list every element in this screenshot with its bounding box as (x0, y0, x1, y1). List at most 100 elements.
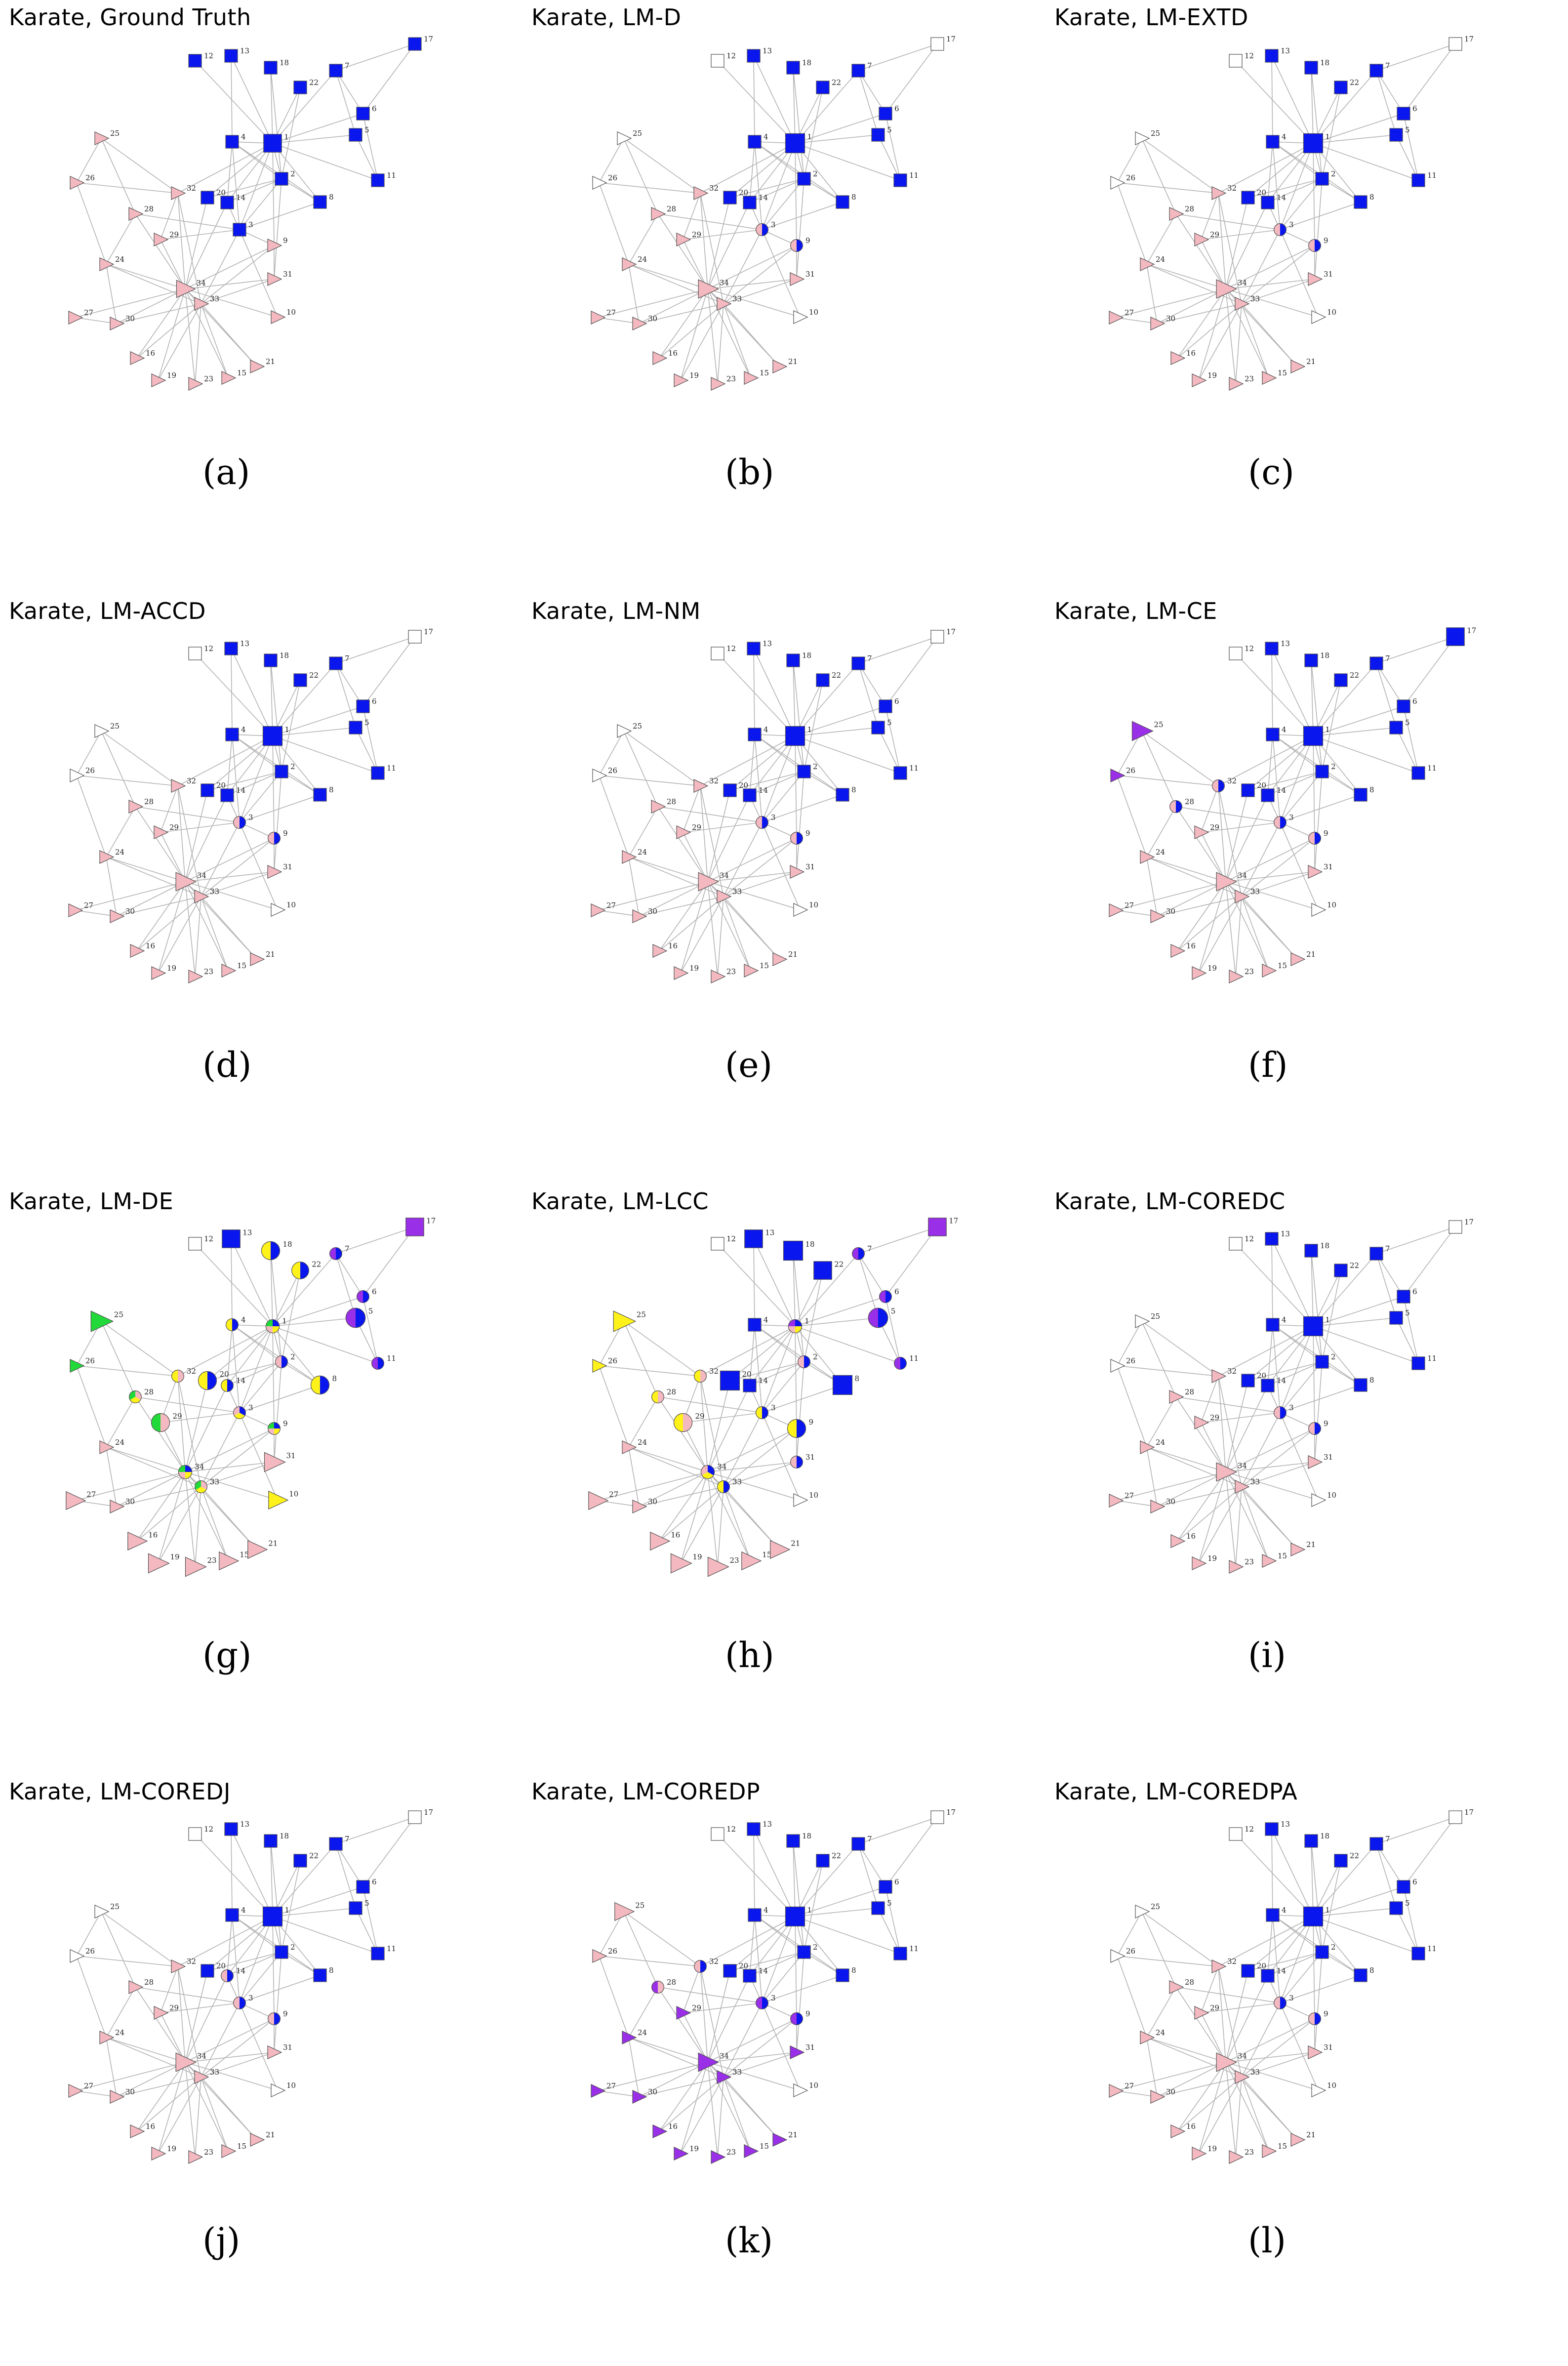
edge-16-33 (1177, 896, 1242, 951)
node-13-square (1265, 49, 1279, 63)
edge-1-13 (1271, 648, 1314, 736)
edge-24-30 (106, 857, 117, 917)
node-30-triangle (1150, 317, 1166, 330)
edge-6-7 (1376, 1843, 1404, 1887)
node-label: 29 (692, 823, 701, 832)
node-label: 30 (1166, 907, 1175, 916)
edge-15-34 (1225, 881, 1269, 971)
node-label: 21 (268, 1539, 278, 1548)
edge-2-22 (281, 680, 301, 772)
node-23-triangle (188, 377, 203, 391)
edge-9-34 (1225, 838, 1315, 882)
node-22-square (816, 1854, 830, 1868)
panel-label: (g) (202, 1635, 252, 1675)
edge-2-20 (207, 1361, 282, 1381)
edge-14-34 (707, 1975, 750, 2063)
edge-26-32 (599, 1365, 701, 1377)
node-label: 5 (364, 1899, 369, 1908)
node-label: 15 (237, 2142, 246, 2151)
node-3-outline (1274, 1406, 1287, 1419)
edges (75, 1817, 415, 2158)
node-34-triangle (698, 279, 720, 299)
edge-1-14 (227, 143, 273, 203)
node-label: 7 (867, 1835, 872, 1843)
node-18 (1304, 1244, 1318, 1258)
edge-19-33 (1198, 2077, 1242, 2154)
node-label: 24 (1156, 255, 1165, 264)
node-label: 13 (763, 639, 772, 648)
edge-1-18 (793, 1840, 796, 1917)
node-11 (893, 173, 907, 187)
node-label: 33 (210, 294, 219, 303)
edge-1-3 (762, 1326, 796, 1413)
edge-7-17 (335, 43, 415, 71)
node-22-square (1334, 673, 1348, 687)
node-14-square (1261, 1379, 1275, 1392)
node-10 (793, 1493, 808, 1507)
node-label: 28 (144, 1978, 154, 1987)
node-20 (720, 1370, 740, 1391)
node-22 (813, 1261, 832, 1280)
node-34-triangle (175, 872, 197, 892)
edge-9-34 (707, 245, 797, 289)
node-22-square (1334, 1854, 1348, 1868)
node-label: 2 (290, 1943, 295, 1952)
edge-23-33 (195, 896, 201, 977)
edge-1-7 (795, 1253, 859, 1327)
node-label: 26 (1126, 1947, 1135, 1956)
edge-30-34 (116, 288, 186, 324)
node-label: 34 (720, 2051, 729, 2060)
edge-6-11 (362, 706, 378, 774)
edge-25-26 (599, 138, 624, 183)
edge-24-26 (599, 1956, 629, 2038)
edge-9-33 (1241, 838, 1315, 897)
node-32 (694, 1960, 707, 1973)
node-10-triangle (1311, 903, 1327, 917)
node-30 (1150, 2090, 1166, 2104)
node-label: 26 (1126, 766, 1135, 775)
node-6-sector-purple (357, 1290, 363, 1303)
node-6 (1397, 699, 1410, 713)
node-23 (185, 1556, 207, 1577)
edge-16-33 (1177, 2077, 1242, 2132)
edge-1-13 (753, 1829, 796, 1917)
node-21 (250, 2133, 265, 2147)
edge-24-30 (628, 1447, 640, 1507)
node-13 (1265, 49, 1279, 63)
edge-1-32 (1218, 1326, 1314, 1377)
node-label: 24 (638, 255, 647, 264)
edge-2-20 (729, 1361, 804, 1381)
node-32-triangle (693, 186, 709, 200)
node-28-sector-yellow (651, 1390, 658, 1403)
edge-2-22 (804, 87, 823, 179)
node-6 (357, 1290, 369, 1303)
edge-27-34 (1115, 2062, 1226, 2091)
node-34 (1216, 279, 1238, 299)
edge-26-32 (599, 182, 701, 194)
node-label: 12 (726, 1234, 736, 1243)
network-graph: 1234567891011121314151617181920212223242… (66, 1217, 436, 1577)
edge-3-29 (683, 229, 763, 240)
node-label: 19 (1207, 964, 1217, 973)
edge-1-12 (717, 1834, 796, 1917)
node-15 (1262, 371, 1277, 385)
node-label: 14 (759, 1966, 768, 1975)
node-label: 34 (197, 2051, 206, 2060)
edge-1-14 (227, 1326, 273, 1386)
node-3-sector-blue (762, 816, 768, 829)
node-14 (221, 1969, 234, 1982)
edge-10-34 (185, 881, 278, 910)
node-3-sector-blue (1280, 223, 1287, 236)
edge-31-33 (201, 279, 275, 304)
node-label: 29 (169, 823, 179, 832)
node-8 (1354, 195, 1367, 209)
node-label: 32 (709, 776, 719, 785)
node-label: 24 (115, 255, 124, 264)
node-23-triangle (188, 2150, 203, 2164)
node-label: 7 (345, 61, 350, 70)
node-3-sector-blue (240, 816, 246, 829)
node-6-sector-blue (885, 1290, 892, 1303)
node-label: 22 (312, 1260, 321, 1269)
node-4 (748, 728, 762, 741)
edge-25-26 (599, 731, 624, 776)
